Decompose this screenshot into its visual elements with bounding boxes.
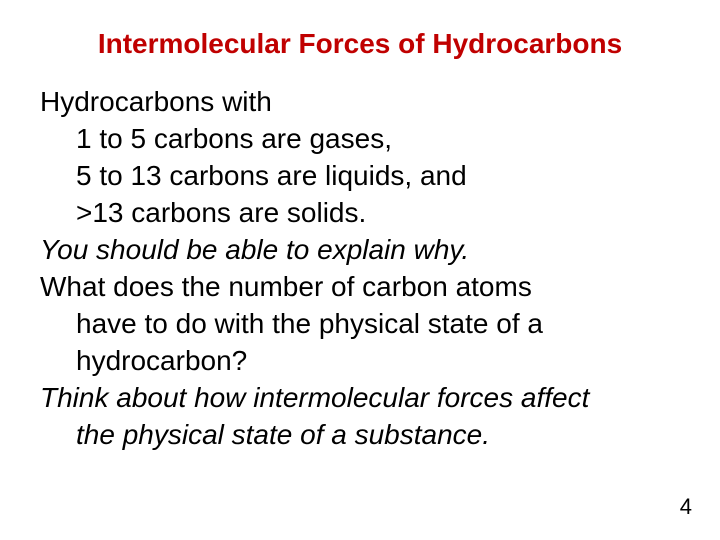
body-line-8: hydrocarbon? xyxy=(40,343,680,380)
body-line-6: What does the number of carbon atoms xyxy=(40,269,680,306)
body-line-7: have to do with the physical state of a xyxy=(40,306,680,343)
body-line-5: You should be able to explain why. xyxy=(40,232,680,269)
body-line-2: 1 to 5 carbons are gases, xyxy=(40,121,680,158)
body-line-10: the physical state of a substance. xyxy=(40,417,680,454)
body-line-4: >13 carbons are solids. xyxy=(40,195,680,232)
body-line-3: 5 to 13 carbons are liquids, and xyxy=(40,158,680,195)
page-number: 4 xyxy=(680,494,692,520)
body-content: Hydrocarbons with 1 to 5 carbons are gas… xyxy=(40,84,680,454)
body-line-9: Think about how intermolecular forces af… xyxy=(40,380,680,417)
body-line-1: Hydrocarbons with xyxy=(40,84,680,121)
slide-title: Intermolecular Forces of Hydrocarbons xyxy=(40,28,680,60)
slide-container: Intermolecular Forces of Hydrocarbons Hy… xyxy=(0,0,720,540)
